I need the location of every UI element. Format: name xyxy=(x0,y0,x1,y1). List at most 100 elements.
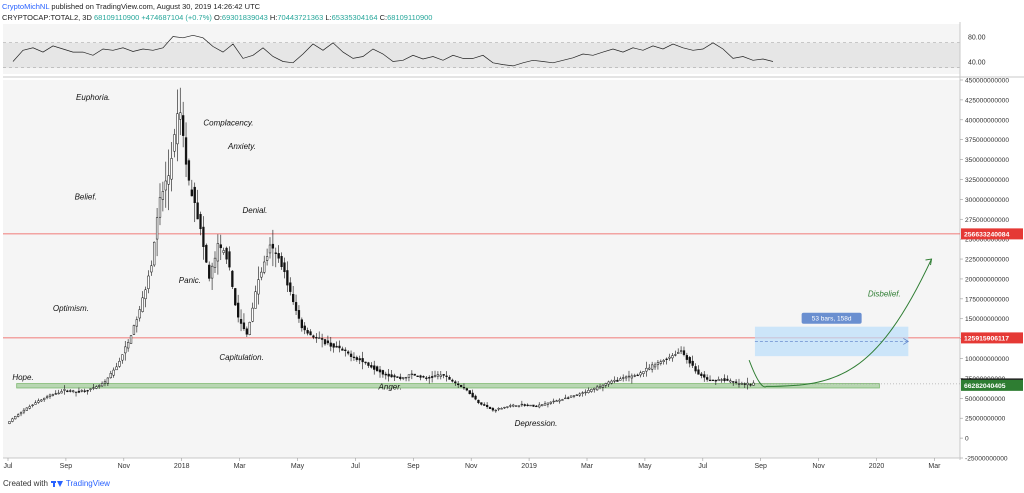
price-tick-label: 175000000000 xyxy=(965,296,1009,303)
support-zone[interactable] xyxy=(16,383,880,389)
candle-body xyxy=(138,309,141,319)
candle-body xyxy=(428,377,431,379)
candle-body xyxy=(54,393,57,395)
candle-body xyxy=(734,381,738,383)
candle-body xyxy=(399,376,402,379)
high-label: H: xyxy=(269,13,278,22)
candle-body xyxy=(708,379,712,382)
candle-body xyxy=(89,388,92,390)
candle-body xyxy=(543,403,547,406)
candle-body xyxy=(274,252,277,254)
time-tick-label: Mar xyxy=(581,463,594,470)
candle-body xyxy=(616,379,619,382)
candle-body xyxy=(509,405,512,407)
candle-body xyxy=(468,390,471,395)
candle-body xyxy=(433,375,437,377)
published-text: published on TradingView.com, August 30,… xyxy=(51,2,261,11)
time-tick-label: Jul xyxy=(351,463,360,470)
rsi-tick-label: 40.00 xyxy=(968,60,986,67)
emotion-annotation: Capitulation. xyxy=(219,353,263,362)
candle-body xyxy=(590,389,593,392)
candle-body xyxy=(144,289,147,300)
candle-body xyxy=(170,158,173,180)
candle-body xyxy=(523,404,526,406)
candle-body xyxy=(83,390,86,392)
candle-body xyxy=(234,288,237,306)
price-tick-label: 325000000000 xyxy=(965,177,1009,184)
candle-body xyxy=(320,338,324,340)
candle-body xyxy=(222,250,225,253)
candle-body xyxy=(352,356,356,359)
candle-body xyxy=(109,373,112,379)
candle-body xyxy=(60,391,63,394)
candle-body xyxy=(92,387,95,389)
candle-body xyxy=(572,395,576,397)
emotion-annotation: Euphoria. xyxy=(76,93,110,102)
candle-body xyxy=(289,282,292,292)
candle-body xyxy=(567,397,570,399)
candle-body xyxy=(494,409,497,412)
tradingview-brand[interactable]: TradingView xyxy=(65,479,110,488)
candle-body xyxy=(404,377,408,379)
projection-curve[interactable] xyxy=(748,258,932,388)
candle-body xyxy=(445,375,448,377)
price-tick-label: 350000000000 xyxy=(965,157,1009,164)
candle-body xyxy=(601,384,605,388)
candle-body xyxy=(578,393,581,396)
candle-body xyxy=(723,378,726,381)
candle-body xyxy=(22,409,26,413)
candle-body xyxy=(645,367,648,372)
candle-body xyxy=(161,191,165,200)
symbol-label[interactable]: CRYPTOCAP:TOTAL2, 3D xyxy=(2,13,92,22)
emotion-annotation: Complacency. xyxy=(203,118,253,127)
candle-body xyxy=(364,361,367,364)
candle-body xyxy=(375,366,379,372)
candle-body xyxy=(14,416,17,420)
candle-body xyxy=(627,375,631,378)
candle-body xyxy=(714,379,717,382)
emotion-annotation: Belief. xyxy=(75,192,97,201)
rsi-band xyxy=(3,42,960,68)
candle-body xyxy=(477,399,480,404)
candle-body xyxy=(679,350,683,352)
price-tag-label: 256633240084 xyxy=(964,231,1010,238)
candle-body xyxy=(480,402,483,405)
author-link[interactable]: CryptoMichNL xyxy=(2,2,50,11)
candle-body xyxy=(147,275,150,289)
candle-body xyxy=(115,366,118,371)
price-tick-label: 275000000000 xyxy=(965,217,1009,224)
candle-body xyxy=(150,265,153,273)
candle-body xyxy=(257,279,260,295)
candle-body xyxy=(619,378,622,381)
candle-body xyxy=(720,379,723,381)
candle-body xyxy=(512,404,515,407)
candle-body xyxy=(497,407,500,410)
candle-body xyxy=(442,374,445,376)
candle-body xyxy=(500,408,503,410)
candle-body xyxy=(66,390,69,393)
candle-body xyxy=(71,390,75,392)
candle-body xyxy=(584,391,587,394)
projection-arrow-head xyxy=(925,258,933,266)
candle-body xyxy=(624,376,628,379)
candle-body xyxy=(674,354,677,356)
candle-body xyxy=(164,180,167,191)
candle-body xyxy=(309,331,312,336)
candle-body xyxy=(213,257,217,268)
candle-body xyxy=(315,337,318,339)
candle-body xyxy=(358,358,361,361)
close-label: C: xyxy=(379,13,388,22)
candle-body xyxy=(176,113,179,145)
candle-body xyxy=(555,400,558,402)
candle-body xyxy=(729,380,732,383)
time-tick-label: Jul xyxy=(4,463,13,470)
candle-body xyxy=(173,134,176,152)
emotion-annotation: Hope. xyxy=(12,373,33,382)
chart-canvas[interactable]: 80.00 40.00 450000000000 425000000000 400000… xyxy=(0,0,1024,478)
emotion-annotation: Depression. xyxy=(515,419,558,428)
candle-body xyxy=(535,405,538,408)
candle-body xyxy=(118,360,121,367)
price-tag-bg xyxy=(961,332,1023,344)
created-with-text: Created with xyxy=(3,479,48,488)
candle-body xyxy=(286,270,289,286)
